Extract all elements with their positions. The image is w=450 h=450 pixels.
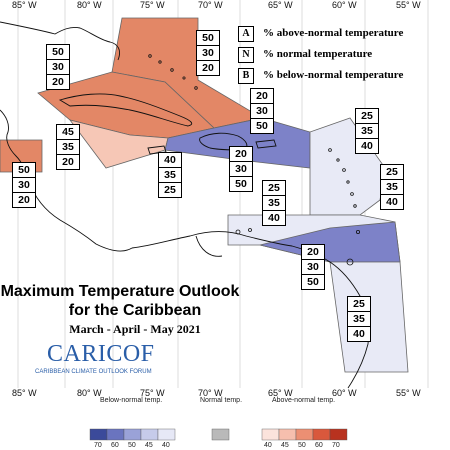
- colorbar-tick: 45: [281, 442, 289, 449]
- anb-legend: A % above-normal temperature N % normal …: [238, 26, 450, 89]
- prob-box-hispaniola: 20 30 50: [229, 146, 253, 192]
- map-title: Maximum Temperature Outlook: [0, 283, 240, 300]
- prob-box-cayman: 40 35 25: [158, 152, 182, 198]
- colorbar-swatch-above: [329, 428, 348, 441]
- colorbar-swatch-below: [140, 428, 159, 441]
- lon-label: 65° W: [268, 0, 293, 10]
- colorbar-swatch-below: [123, 428, 142, 441]
- lon-label-bottom: 55° W: [396, 388, 421, 398]
- colorbar-swatch-below: [89, 428, 108, 441]
- colorbar-tick: 45: [145, 442, 153, 449]
- map-period: March - April - May 2021: [69, 322, 201, 336]
- caricof-logo: CARICOF: [47, 341, 155, 367]
- lon-label: 70° W: [198, 0, 223, 10]
- lon-label: 60° W: [332, 0, 357, 10]
- lon-label-bottom: 80° W: [77, 388, 102, 398]
- colorbar-below-label: Below-normal temp.: [100, 397, 163, 404]
- lon-label-bottom: 75° W: [140, 388, 165, 398]
- prob-box-jamaica: 45 35 20: [56, 124, 80, 170]
- legend-text: % above-normal temperature: [263, 27, 404, 39]
- prob-box-cuba: 50 30 20: [196, 30, 220, 76]
- legend-row-below: B % below-normal temperature: [238, 68, 450, 89]
- prob-box-guianas: 25 35 40: [347, 296, 371, 342]
- colorbar-normal-label: Normal temp.: [200, 397, 243, 404]
- colorbar-tick: 60: [111, 442, 119, 449]
- legend-text: % below-normal temperature: [263, 69, 404, 81]
- legend-text: % normal temperature: [263, 48, 373, 60]
- prob-box-leeward: 25 35 40: [355, 108, 379, 154]
- prob-box-trinidad: 20 30 50: [301, 244, 325, 290]
- colorbar-tick: 50: [298, 442, 306, 449]
- lon-label: 75° W: [140, 0, 165, 10]
- lon-label: 55° W: [396, 0, 421, 10]
- colorbar-tick: 40: [264, 442, 272, 449]
- colorbar-swatch-below: [157, 428, 176, 441]
- colorbar-above-label: Above-normal temp.: [272, 397, 336, 404]
- prob-box-windward: 25 35 40: [380, 164, 404, 210]
- colorbar-tick: 50: [128, 442, 136, 449]
- colorbar-swatch-above: [295, 428, 314, 441]
- colorbar-swatch-above: [261, 428, 280, 441]
- prob-box-central-america: 50 30 20: [12, 162, 36, 208]
- legend-key: A: [238, 26, 254, 42]
- lon-label-bottom: 70° W: [198, 388, 223, 398]
- lon-label: 80° W: [77, 0, 102, 10]
- colorbar-tick: 70: [332, 442, 340, 449]
- prob-box-abc: 25 35 40: [262, 180, 286, 226]
- prob-box-bahamas: 50 30 20: [46, 44, 70, 90]
- colorbar-swatch-normal: [211, 428, 230, 441]
- legend-key: B: [238, 68, 254, 84]
- map-subtitle: for the Caribbean: [68, 302, 202, 319]
- lon-label-bottom: 65° W: [268, 388, 293, 398]
- lon-label-bottom: 60° W: [332, 388, 357, 398]
- legend-row-above: A % above-normal temperature: [238, 26, 450, 47]
- colorbar-tick: 70: [94, 442, 102, 449]
- legend-key: N: [238, 47, 254, 63]
- prob-box-turks-caicos: 20 30 50: [250, 88, 274, 134]
- lon-label: 85° W: [12, 0, 37, 10]
- lon-label-bottom: 85° W: [12, 388, 37, 398]
- colorbar-tick: 40: [162, 442, 170, 449]
- colorbar-swatch-below: [106, 428, 125, 441]
- islands: [148, 54, 360, 266]
- colorbar-swatch-above: [312, 428, 331, 441]
- colorbar-swatch-above: [278, 428, 297, 441]
- caricof-logo-subtitle: CARIBBEAN CLIMATE OUTLOOK FORUM: [35, 369, 152, 375]
- legend-row-normal: N % normal temperature: [238, 47, 450, 68]
- colorbar-tick: 60: [315, 442, 323, 449]
- colorbar: [89, 428, 348, 441]
